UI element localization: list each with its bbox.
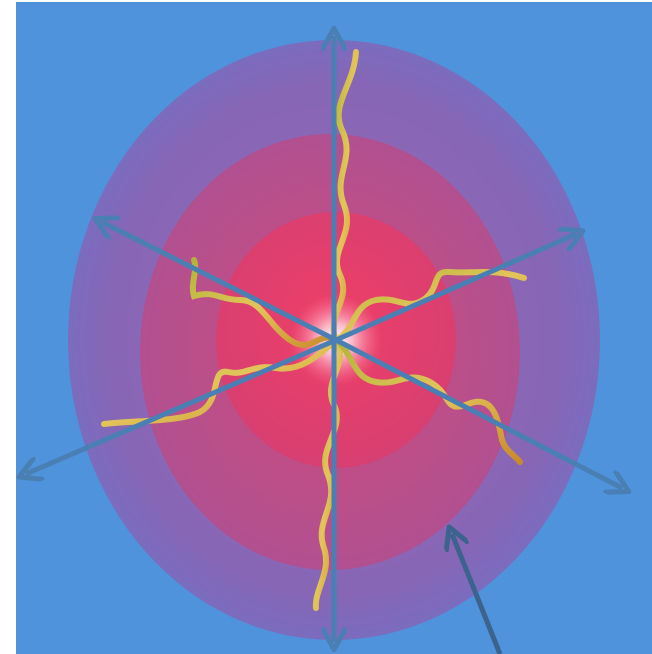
arrow-upper-right bbox=[334, 234, 576, 343]
arrow-upper-left bbox=[102, 222, 338, 343]
pointer-arrow bbox=[452, 534, 503, 654]
arrow-lower-left bbox=[26, 337, 337, 474]
wave-lower-left bbox=[101, 337, 339, 427]
arrow-lower-right bbox=[334, 337, 622, 488]
radial-arrows bbox=[26, 36, 622, 642]
wave-upper-left bbox=[189, 257, 339, 348]
